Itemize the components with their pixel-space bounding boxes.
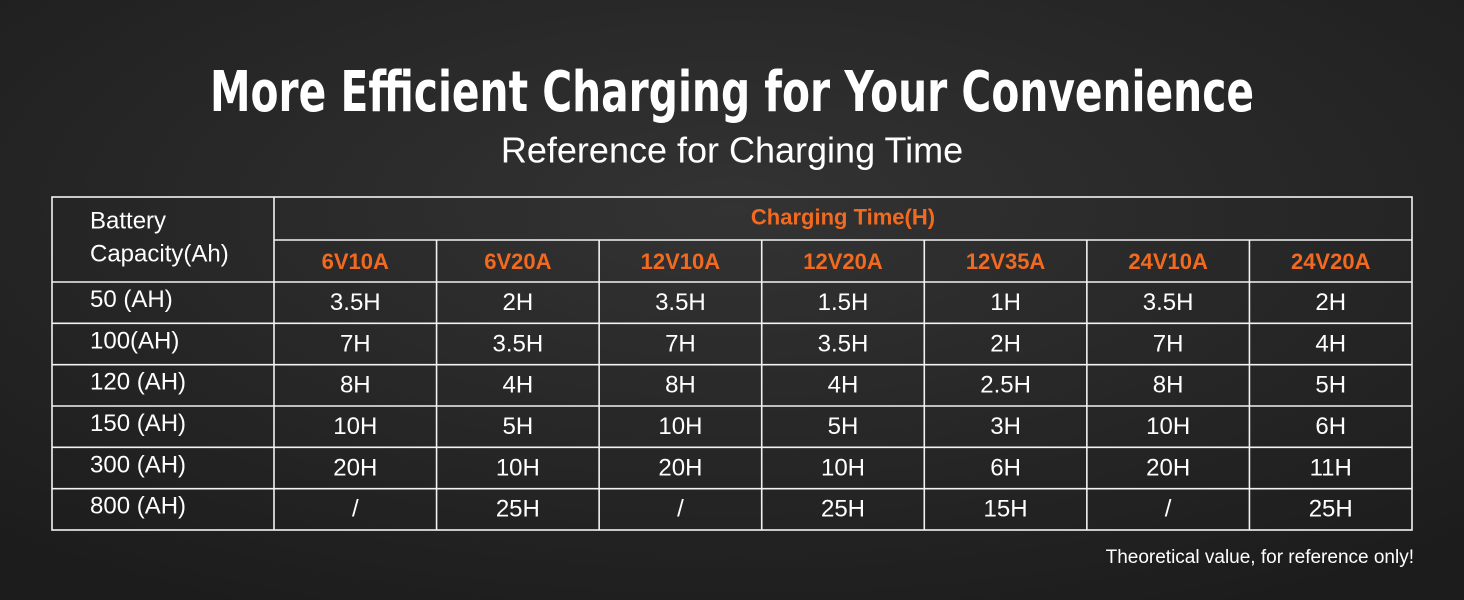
table-cell: 10H — [821, 454, 865, 481]
table-cell: 10H — [658, 413, 702, 440]
row-label: 120 (AH) — [90, 369, 186, 396]
table-cell: 7H — [340, 330, 371, 357]
column-header: 12V35A — [966, 249, 1046, 274]
table-cell: 20H — [658, 454, 702, 481]
table-cell: 10H — [1146, 413, 1190, 440]
table-cell: 4H — [1315, 330, 1346, 357]
table-cell: 6H — [1315, 413, 1346, 440]
table-cell: 10H — [333, 413, 377, 440]
table-cell: 2H — [503, 289, 534, 316]
row-label: 150 (AH) — [90, 410, 186, 437]
table: Battery Capacity(Ah) Charging Time(H) 6V10A… — [51, 196, 1413, 531]
table-cell: 4H — [503, 372, 534, 399]
table-cell: 2H — [1315, 289, 1346, 316]
column-header: 12V20A — [803, 249, 883, 274]
table-cell: 4H — [828, 372, 859, 399]
row-label: 800 (AH) — [90, 493, 186, 520]
table-cell: 8H — [340, 372, 371, 399]
table-cell: 7H — [1153, 330, 1184, 357]
table-cell: 1H — [990, 289, 1021, 316]
table-cell: 15H — [984, 496, 1028, 523]
table-cell: 11H — [1310, 454, 1352, 481]
corner-header: Battery — [90, 207, 166, 234]
row-label: 300 (AH) — [90, 451, 186, 478]
column-header: 6V20A — [484, 249, 551, 274]
column-header: 6V10A — [322, 249, 389, 274]
table-cell: 5H — [503, 413, 534, 440]
table-cell: 8H — [1153, 372, 1184, 399]
table-cell: 3.5H — [1143, 289, 1194, 316]
subtitle: Reference for Charging Time — [501, 130, 963, 171]
table-cell: 20H — [333, 454, 377, 481]
table-cell: / — [1165, 496, 1172, 523]
column-header: 24V20A — [1291, 249, 1371, 274]
column-header: 24V10A — [1128, 249, 1208, 274]
table-cell: 25H — [821, 496, 865, 523]
table-cell: 3.5H — [655, 289, 706, 316]
table-cell: 20H — [1146, 454, 1190, 481]
table-cell: / — [677, 496, 684, 523]
table-cell: 5H — [1315, 372, 1346, 399]
table-border — [51, 196, 1413, 531]
table-cell: 3.5H — [493, 330, 544, 357]
table-cell: 3.5H — [330, 289, 381, 316]
table-cell: 2H — [990, 330, 1021, 357]
table-cell: 7H — [665, 330, 696, 357]
table-cell: 2.5H — [980, 372, 1031, 399]
table-cell: 25H — [1309, 496, 1353, 523]
table-cell: / — [352, 496, 359, 523]
group-header: Charging Time(H) — [751, 204, 935, 229]
column-header: 12V10A — [641, 249, 721, 274]
table-cell: 10H — [496, 454, 540, 481]
table-cell: 5H — [828, 413, 859, 440]
table-cell: 3H — [990, 413, 1021, 440]
footnote: Theoretical value, for reference only! — [1106, 547, 1414, 568]
title: More Efficient Charging for Your Conveni… — [210, 60, 1254, 125]
table-cell: 3.5H — [818, 330, 869, 357]
table-cell: 25H — [496, 496, 540, 523]
row-label: 50 (AH) — [90, 286, 173, 313]
table-cell: 8H — [665, 372, 696, 399]
table-cell: 6H — [990, 454, 1021, 481]
row-label: 100(AH) — [90, 327, 179, 354]
table-cell: 1.5H — [818, 289, 869, 316]
corner-header: Capacity(Ah) — [90, 240, 229, 267]
